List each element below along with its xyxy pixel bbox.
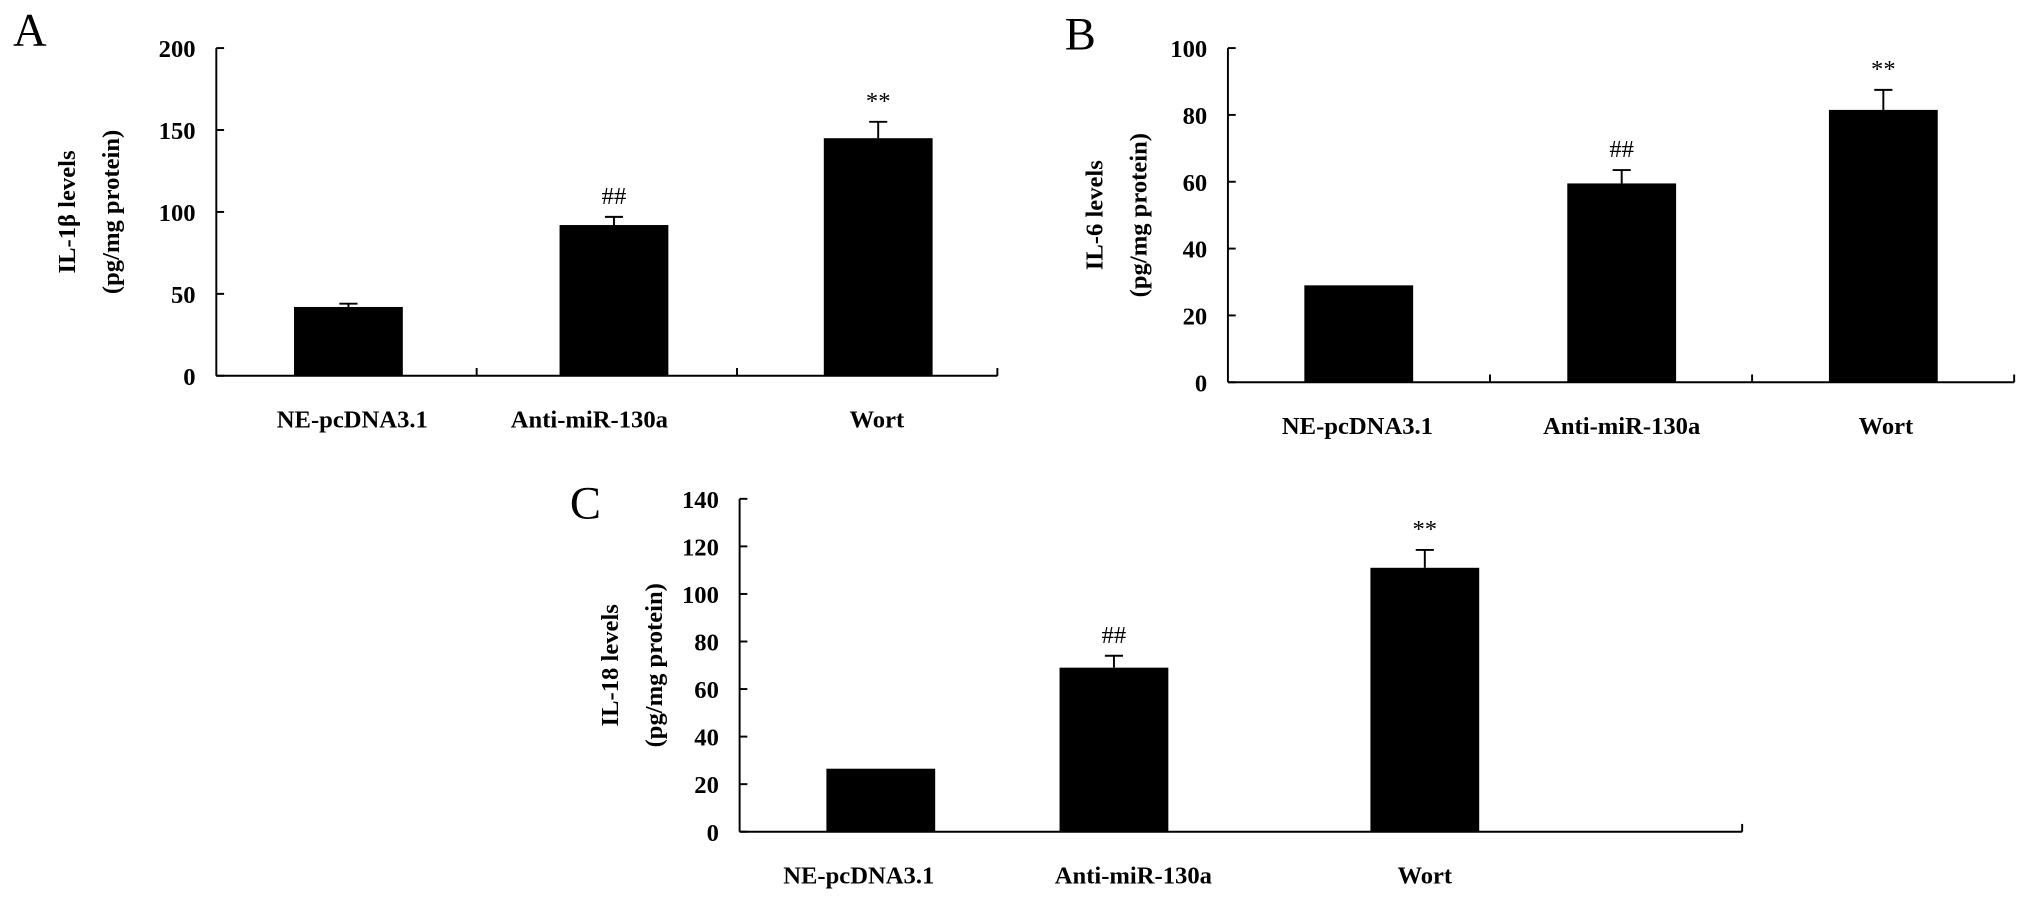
- bar-ne-pcdna3-1: [826, 768, 936, 832]
- bar-wort: [1370, 567, 1480, 832]
- y-axis-label: (pg/mg protein): [641, 583, 668, 747]
- x-category-label: NE-pcDNA3.1: [783, 863, 934, 890]
- y-tick-label: 150: [159, 118, 196, 145]
- significance-marker: ##: [1609, 136, 1634, 163]
- x-category-label: Anti-miR-130a: [1543, 413, 1700, 440]
- y-tick-label: 120: [682, 534, 719, 561]
- y-axis-label: (pg/mg protein): [1125, 133, 1152, 297]
- x-category-label: Anti-miR-130a: [511, 407, 668, 434]
- bar-ne-pcdna3-1: [1304, 285, 1414, 383]
- y-tick-label: 60: [694, 677, 719, 704]
- y-tick-label: 200: [159, 36, 196, 63]
- y-tick-label: 80: [694, 630, 719, 657]
- significance-marker: ##: [1102, 622, 1127, 649]
- panel-label: B: [1065, 8, 1096, 60]
- y-axis-label: IL-6 levels: [1081, 160, 1108, 270]
- x-category-label: NE-pcDNA3.1: [1282, 413, 1433, 440]
- significance-marker: **: [1871, 56, 1896, 83]
- panel-c: C 0 20 40 60 80 100 120 140 IL-18 levels (pg/mg pr…: [570, 477, 1744, 890]
- bar-anti-mir-130a: [559, 225, 669, 376]
- y-axis-label: IL-1β levels: [54, 150, 81, 273]
- y-tick-label: 20: [694, 772, 719, 799]
- x-category-label: Wort: [1397, 863, 1452, 890]
- y-tick-label: 0: [183, 364, 195, 391]
- x-category-label: Anti-miR-130a: [1055, 863, 1212, 890]
- y-axis-label: IL-18 levels: [597, 604, 624, 726]
- x-category-label: Wort: [850, 407, 905, 434]
- significance-marker: ##: [602, 183, 627, 210]
- panel-label: C: [570, 477, 601, 529]
- bar-wort: [1828, 109, 1938, 383]
- y-tick-label: 40: [1183, 237, 1208, 264]
- y-tick-label: 0: [1195, 370, 1207, 397]
- bar-wort: [823, 138, 933, 376]
- significance-marker: **: [1413, 516, 1438, 543]
- bar-ne-pcdna3-1: [294, 306, 403, 376]
- y-tick-label: 100: [159, 200, 196, 227]
- significance-marker: **: [866, 88, 891, 115]
- y-axis-label: (pg/mg protein): [98, 130, 125, 294]
- y-tick-label: 50: [171, 282, 196, 309]
- panel-b: B 0 20 40 60 80 100 IL-6 levels (pg/mg protein) N…: [1065, 8, 2016, 440]
- y-tick-label: 0: [707, 820, 719, 847]
- panel-a: A 0 50 100 150 200 IL-1β levels (pg/mg protein)…: [13, 4, 999, 434]
- y-tick-label: 80: [1183, 103, 1208, 130]
- y-tick-label: 100: [1170, 36, 1207, 63]
- y-tick-label: 20: [1183, 303, 1208, 330]
- y-tick-label: 40: [694, 725, 719, 752]
- x-category-label: NE-pcDNA3.1: [277, 407, 428, 434]
- x-category-label: Wort: [1859, 413, 1914, 440]
- y-tick-label: 60: [1183, 170, 1208, 197]
- bar-anti-mir-130a: [1567, 183, 1677, 383]
- y-tick-label: 140: [682, 487, 719, 514]
- panel-label: A: [13, 4, 47, 56]
- bar-anti-mir-130a: [1059, 667, 1169, 832]
- y-tick-label: 100: [682, 582, 719, 609]
